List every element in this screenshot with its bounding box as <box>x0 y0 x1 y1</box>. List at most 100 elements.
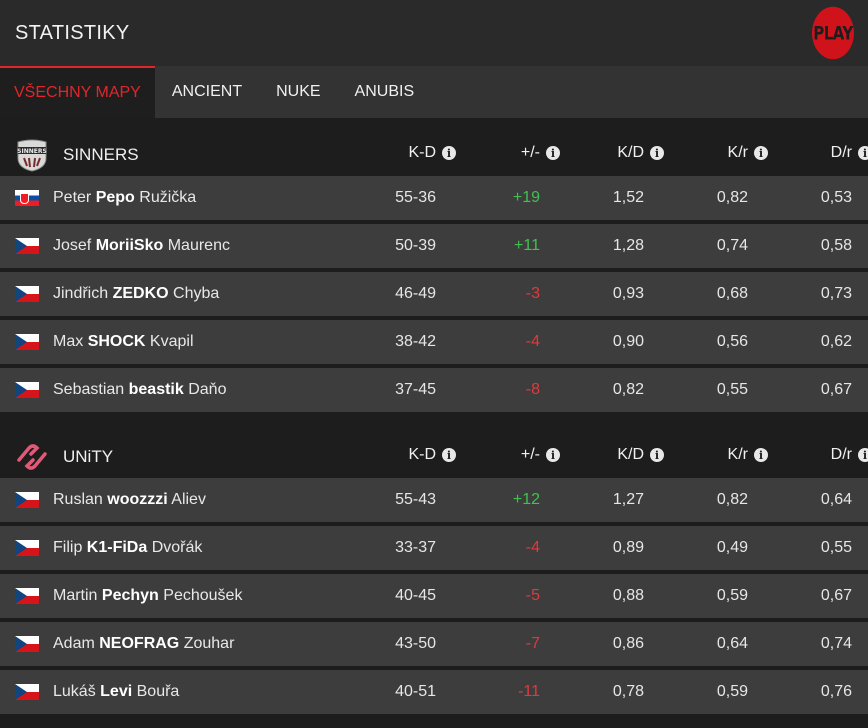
player-name[interactable]: Ruslan woozzzi Aliev <box>53 491 206 509</box>
teams-container: SINNERS SINNERS K-D i +/- i K/D i K/r i D/r i Peter… <box>0 118 868 714</box>
play-logo[interactable]: PLAY <box>812 6 854 60</box>
czech-flag-icon <box>15 492 39 508</box>
player-row[interactable]: Filip K1-FiDa Dvořák 33-37 -4 0,89 0,49 0,55 <box>0 526 868 570</box>
info-icon[interactable]: i <box>650 146 664 160</box>
stat-kd: 50-39 <box>395 237 436 254</box>
player-last-name: Daňo <box>188 381 227 398</box>
player-name[interactable]: Jindřich ZEDKO Chyba <box>53 285 219 303</box>
player-nickname: MoriiSko <box>95 237 164 254</box>
column-header-plus-minus: +/- i <box>521 446 560 464</box>
player-row[interactable]: Max SHOCK Kvapil 38-42 -4 0,90 0,56 0,62 <box>0 320 868 364</box>
column-label: K/r <box>727 144 748 161</box>
player-name[interactable]: Sebastian beastik Daňo <box>53 381 226 399</box>
stat-kills-per-round: 0,82 <box>716 189 748 206</box>
stat-deaths-per-round: 0,64 <box>820 491 852 508</box>
slovakia-flag-icon <box>15 190 39 206</box>
column-label: +/- <box>520 144 540 161</box>
stat-deaths-per-round: 0,76 <box>820 683 852 700</box>
stat-kills-per-round: 0,64 <box>716 635 748 652</box>
stat-kd-ratio: 0,90 <box>612 333 644 350</box>
player-row[interactable]: Lukáš Levi Bouřa 40-51 -11 0,78 0,59 0,76 <box>0 670 868 714</box>
stat-plus-minus: -4 <box>525 539 540 556</box>
player-name[interactable]: Adam NEOFRAG Zouhar <box>53 635 234 653</box>
tab-all-maps[interactable]: VŠECHNY MAPY <box>0 66 155 118</box>
column-header-kd-ratio: K/D i <box>617 446 664 464</box>
info-icon[interactable]: i <box>546 146 560 160</box>
stat-kd-ratio: 0,78 <box>612 683 644 700</box>
player-name[interactable]: Josef MoriiSko Maurenc <box>53 237 230 255</box>
info-icon[interactable]: i <box>650 448 664 462</box>
info-icon[interactable]: i <box>858 448 868 462</box>
sinners-logo-text: SINNERS <box>17 148 47 155</box>
column-header-kills-per-round: K/r i <box>728 144 768 162</box>
czech-flag-icon <box>15 334 39 350</box>
player-last-name: Bouřa <box>136 683 180 700</box>
stat-kills-per-round: 0,68 <box>716 285 748 302</box>
stat-kd: 38-42 <box>395 333 436 350</box>
column-label: +/- <box>520 446 540 463</box>
stat-deaths-per-round: 0,53 <box>820 189 852 206</box>
player-first-name: Max <box>53 333 84 350</box>
info-icon[interactable]: i <box>442 448 456 462</box>
stat-kd-ratio: 1,28 <box>612 237 644 254</box>
player-last-name: Dvořák <box>151 539 203 556</box>
stats-header: STATISTIKY PLAY <box>0 0 868 66</box>
czech-flag-icon <box>15 588 39 604</box>
stat-kills-per-round: 0,59 <box>716 587 748 604</box>
stat-kills-per-round: 0,55 <box>716 381 748 398</box>
column-header-deaths-per-round: D/r i <box>831 144 868 162</box>
player-row[interactable]: Jindřich ZEDKO Chyba 46-49 -3 0,93 0,68 0,73 <box>0 272 868 316</box>
czech-flag-icon <box>15 286 39 302</box>
info-icon[interactable]: i <box>754 448 768 462</box>
player-name[interactable]: Max SHOCK Kvapil <box>53 333 194 351</box>
player-row[interactable]: Adam NEOFRAG Zouhar 43-50 -7 0,86 0,64 0,74 <box>0 622 868 666</box>
map-tabs: VŠECHNY MAPY ANCIENT NUKE ANUBIS <box>0 66 868 118</box>
player-nickname: Pepo <box>95 189 135 206</box>
stat-kd-ratio: 0,93 <box>612 285 644 302</box>
stat-deaths-per-round: 0,55 <box>820 539 852 556</box>
tab-nuke[interactable]: NUKE <box>276 83 321 100</box>
player-first-name: Sebastian <box>53 381 125 398</box>
stat-deaths-per-round: 0,58 <box>820 237 852 254</box>
player-name[interactable]: Filip K1-FiDa Dvořák <box>53 539 202 557</box>
player-first-name: Adam <box>53 635 95 652</box>
player-name[interactable]: Martin Pechyn Pechoušek <box>53 587 242 605</box>
player-first-name: Josef <box>53 237 92 254</box>
player-name[interactable]: Peter Pepo Ružička <box>53 189 196 207</box>
info-icon[interactable]: i <box>754 146 768 160</box>
czech-flag-icon <box>15 540 39 556</box>
stat-kd: 37-45 <box>395 381 436 398</box>
tab-anubis[interactable]: ANUBIS <box>354 83 415 100</box>
player-name[interactable]: Lukáš Levi Bouřa <box>53 683 179 701</box>
player-row[interactable]: Martin Pechyn Pechoušek 40-45 -5 0,88 0,59 0,… <box>0 574 868 618</box>
info-icon[interactable]: i <box>858 146 868 160</box>
stat-kills-per-round: 0,49 <box>716 539 748 556</box>
stat-kd-ratio: 1,27 <box>612 491 644 508</box>
player-row[interactable]: Ruslan woozzzi Aliev 55-43 +12 1,27 0,82 0,64 <box>0 478 868 522</box>
player-row[interactable]: Peter Pepo Ružička 55-36 +19 1,52 0,82 0,53 <box>0 176 868 220</box>
stat-kd: 46-49 <box>395 285 436 302</box>
player-row[interactable]: Josef MoriiSko Maurenc 50-39 +11 1,28 0,74 0,… <box>0 224 868 268</box>
column-label: D/r <box>830 144 852 161</box>
column-label: K/D <box>617 446 644 463</box>
player-nickname: NEOFRAG <box>99 635 180 652</box>
player-first-name: Martin <box>53 587 98 604</box>
player-last-name: Ružička <box>139 189 197 206</box>
info-icon[interactable]: i <box>442 146 456 160</box>
player-nickname: SHOCK <box>87 333 146 350</box>
player-last-name: Kvapil <box>149 333 194 350</box>
player-nickname: Levi <box>100 683 133 700</box>
column-header-kd: K-D i <box>408 144 456 162</box>
column-header-kills-per-round: K/r i <box>728 446 768 464</box>
column-label: D/r <box>830 446 852 463</box>
team-block: SINNERS SINNERS K-D i +/- i K/D i K/r i D/r i Peter… <box>0 118 868 412</box>
stat-plus-minus: -11 <box>518 683 540 700</box>
tab-ancient[interactable]: ANCIENT <box>171 83 243 100</box>
czech-flag-icon <box>15 684 39 700</box>
player-row[interactable]: Sebastian beastik Daňo 37-45 -8 0,82 0,55 0,6… <box>0 368 868 412</box>
column-label: K/D <box>617 144 644 161</box>
player-last-name: Pechoušek <box>163 587 243 604</box>
info-icon[interactable]: i <box>546 448 560 462</box>
stat-plus-minus: -4 <box>525 333 540 350</box>
